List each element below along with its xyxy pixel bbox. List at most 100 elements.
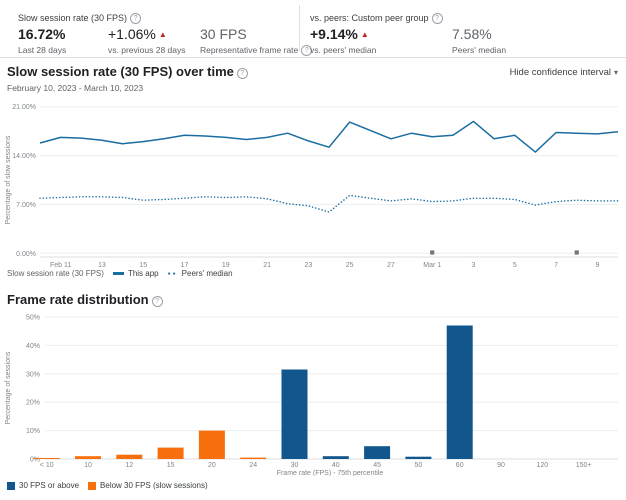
metric-value: 30 FPS bbox=[200, 26, 247, 42]
metric-peers-median: 7.58% Peers' median bbox=[452, 27, 507, 56]
line-chart-title: Slow session rate (30 FPS) over time bbox=[7, 64, 234, 79]
svg-text:40: 40 bbox=[332, 462, 340, 469]
svg-text:24: 24 bbox=[249, 462, 257, 469]
metric-vs-peers-median: +9.14% ▲ vs. peers' median bbox=[310, 26, 377, 56]
bar bbox=[405, 456, 432, 459]
svg-text:3: 3 bbox=[472, 262, 476, 269]
svg-text:30%: 30% bbox=[26, 371, 40, 378]
metric-label: vs. peers' median bbox=[310, 45, 377, 55]
bar bbox=[322, 456, 349, 459]
metric-label: Representative frame rate bbox=[200, 45, 299, 55]
legend-item-below-30fps: Below 30 FPS (slow sessions) bbox=[88, 481, 208, 490]
confidence-interval-dropdown[interactable]: Hide confidence interval ▾ bbox=[509, 67, 618, 78]
svg-text:10%: 10% bbox=[26, 428, 40, 435]
info-icon[interactable]: ? bbox=[130, 13, 142, 24]
date-range: February 10, 2023 - March 10, 2023 bbox=[7, 83, 144, 93]
svg-text:Frame rate (FPS) - 75th percen: Frame rate (FPS) - 75th percentile bbox=[277, 470, 384, 476]
bar bbox=[281, 369, 308, 459]
svg-text:0%: 0% bbox=[30, 457, 40, 464]
metric-value: 16.72% bbox=[18, 26, 66, 42]
svg-text:15: 15 bbox=[139, 262, 147, 269]
bar bbox=[33, 458, 60, 459]
metric-label: Last 28 days bbox=[18, 45, 67, 55]
svg-text:150+: 150+ bbox=[576, 462, 592, 469]
summary-right-title: vs. peers: Custom peer group bbox=[310, 13, 429, 23]
svg-text:23: 23 bbox=[305, 262, 313, 269]
bar-chart-title: Frame rate distribution bbox=[7, 292, 149, 307]
metric-label: Peers' median bbox=[452, 45, 507, 55]
line-chart-legend: Slow session rate (30 FPS) This app ●● P… bbox=[7, 269, 233, 278]
bar bbox=[240, 457, 267, 459]
svg-text:50: 50 bbox=[415, 462, 423, 469]
svg-text:27: 27 bbox=[387, 262, 395, 269]
svg-text:25: 25 bbox=[346, 262, 354, 269]
slow-session-rate-line-chart[interactable]: 21.00% 14.00% 7.00% 0.00% Percentage of slow… bbox=[0, 100, 626, 270]
delta-up-icon: ▲ bbox=[158, 30, 167, 39]
legend-item-this-app: This app bbox=[112, 269, 159, 278]
svg-text:60: 60 bbox=[456, 462, 464, 469]
info-icon[interactable]: ? bbox=[431, 13, 443, 24]
svg-text:9: 9 bbox=[595, 262, 599, 269]
info-icon[interactable]: ? bbox=[151, 296, 163, 307]
dotted-line-swatch: ●● bbox=[167, 270, 178, 277]
svg-text:12: 12 bbox=[125, 462, 133, 469]
info-icon[interactable]: ? bbox=[236, 68, 248, 79]
svg-text:Feb 11: Feb 11 bbox=[50, 262, 71, 269]
svg-text:7: 7 bbox=[554, 262, 558, 269]
metric-vs-previous: +1.06% ▲ vs. previous 28 days bbox=[108, 26, 186, 56]
svg-text:5: 5 bbox=[513, 262, 517, 269]
chevron-down-icon: ▾ bbox=[613, 68, 618, 77]
svg-text:19: 19 bbox=[222, 262, 230, 269]
bar bbox=[364, 446, 391, 459]
bar-chart-legend: 30 FPS or above Below 30 FPS (slow sessi… bbox=[7, 481, 208, 490]
metric-value: +1.06% bbox=[108, 26, 156, 42]
summary-left-title: Slow session rate (30 FPS) bbox=[18, 13, 128, 23]
svg-text:40%: 40% bbox=[26, 343, 40, 350]
svg-text:7.00%: 7.00% bbox=[16, 202, 36, 209]
svg-text:0.00%: 0.00% bbox=[16, 251, 36, 258]
solid-line-swatch bbox=[112, 272, 124, 275]
section-divider bbox=[0, 57, 626, 58]
svg-text:Percentage of slow sessions: Percentage of slow sessions bbox=[5, 135, 12, 224]
svg-text:50%: 50% bbox=[26, 315, 40, 322]
frame-rate-distribution-bar-chart[interactable]: 0% 10% 20% 30% 40% 50% Percentage of sessions <… bbox=[0, 310, 626, 476]
summary-left-title-row: Slow session rate (30 FPS)? bbox=[18, 8, 142, 26]
summary-right-title-row: vs. peers: Custom peer group? bbox=[310, 8, 443, 26]
svg-text:13: 13 bbox=[98, 262, 106, 269]
legend-prefix: Slow session rate (30 FPS) bbox=[7, 269, 104, 278]
svg-text:< 10: < 10 bbox=[40, 462, 54, 469]
metric-value: +9.14% bbox=[310, 26, 358, 42]
metric-last-28-days: 16.72% Last 28 days bbox=[18, 26, 67, 56]
svg-text:21.00%: 21.00% bbox=[12, 104, 36, 111]
svg-text:30: 30 bbox=[291, 462, 299, 469]
delta-up-icon: ▲ bbox=[360, 30, 369, 39]
svg-text:Percentage of sessions: Percentage of sessions bbox=[5, 351, 12, 424]
release-annotation-marker bbox=[573, 249, 580, 256]
metric-label: vs. previous 28 days bbox=[108, 45, 186, 55]
release-annotation-marker bbox=[429, 249, 436, 256]
summary-divider bbox=[299, 5, 300, 51]
svg-text:20: 20 bbox=[208, 462, 216, 469]
bar bbox=[157, 447, 184, 459]
svg-text:120: 120 bbox=[536, 462, 548, 469]
svg-text:21: 21 bbox=[263, 262, 271, 269]
bar bbox=[446, 325, 473, 459]
bar bbox=[75, 456, 101, 459]
legend-item-30fps-or-above: 30 FPS or above bbox=[7, 481, 79, 490]
line-chart-title-row: Slow session rate (30 FPS) over time? bbox=[7, 63, 248, 81]
orange-square-swatch bbox=[88, 481, 97, 490]
svg-text:14.00%: 14.00% bbox=[12, 153, 36, 160]
bar-chart-title-row: Frame rate distribution? bbox=[7, 291, 163, 309]
svg-text:90: 90 bbox=[497, 462, 505, 469]
svg-text:Mar 1: Mar 1 bbox=[423, 262, 441, 269]
bar bbox=[116, 454, 143, 459]
svg-text:10: 10 bbox=[84, 462, 92, 469]
svg-text:17: 17 bbox=[181, 262, 189, 269]
svg-text:45: 45 bbox=[373, 462, 381, 469]
legend-item-peers-median: ●● Peers' median bbox=[167, 269, 233, 278]
svg-text:20%: 20% bbox=[26, 400, 40, 407]
info-icon[interactable]: ? bbox=[301, 45, 313, 56]
bar bbox=[198, 430, 225, 459]
blue-square-swatch bbox=[7, 481, 15, 490]
